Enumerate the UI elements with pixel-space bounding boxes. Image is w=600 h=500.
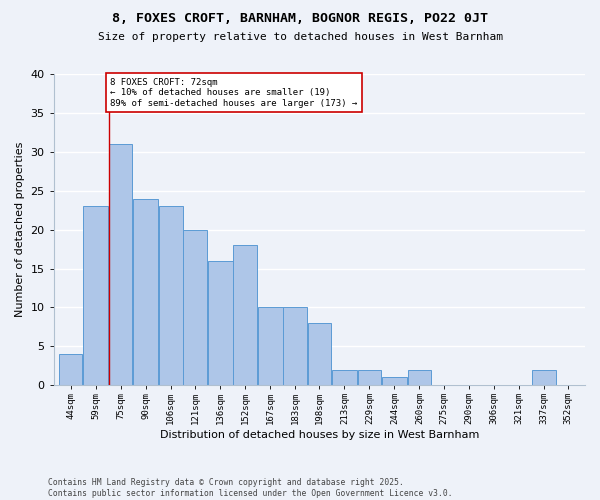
Bar	[233, 245, 257, 385]
Bar	[332, 370, 357, 385]
Text: Size of property relative to detached houses in West Barnham: Size of property relative to detached ho…	[97, 32, 503, 42]
Bar	[83, 206, 108, 385]
Y-axis label: Number of detached properties: Number of detached properties	[15, 142, 25, 318]
Bar	[208, 261, 233, 385]
Bar	[59, 354, 82, 385]
Text: Contains HM Land Registry data © Crown copyright and database right 2025.
Contai: Contains HM Land Registry data © Crown c…	[48, 478, 452, 498]
Bar	[283, 308, 307, 385]
Text: 8 FOXES CROFT: 72sqm
← 10% of detached houses are smaller (19)
89% of semi-detac: 8 FOXES CROFT: 72sqm ← 10% of detached h…	[110, 78, 358, 108]
Bar	[408, 370, 431, 385]
Bar	[308, 323, 331, 385]
Bar	[257, 308, 283, 385]
Bar	[532, 370, 556, 385]
Text: 8, FOXES CROFT, BARNHAM, BOGNOR REGIS, PO22 0JT: 8, FOXES CROFT, BARNHAM, BOGNOR REGIS, P…	[112, 12, 488, 26]
Bar	[183, 230, 207, 385]
Bar	[109, 144, 133, 385]
Bar	[382, 378, 407, 385]
Bar	[159, 206, 182, 385]
Bar	[133, 198, 158, 385]
Bar	[358, 370, 381, 385]
X-axis label: Distribution of detached houses by size in West Barnham: Distribution of detached houses by size …	[160, 430, 479, 440]
